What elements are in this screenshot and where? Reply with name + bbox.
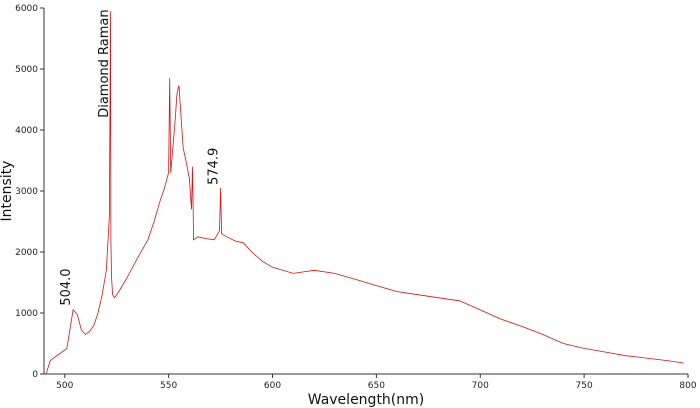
x-tick-label: 600 — [264, 381, 281, 391]
annotation-group: 504.0 Diamond Raman 574.9 — [59, 9, 221, 305]
x-tick-label: 800 — [679, 381, 696, 391]
y-tick-label: 0 — [32, 370, 38, 380]
spectrum-series-line — [45, 11, 684, 375]
x-tick-label: 550 — [160, 381, 177, 391]
y-tick-group: 0 1000 2000 3000 4000 5000 6000 — [15, 4, 44, 380]
y-tick-label: 2000 — [15, 248, 38, 258]
y-tick-label: 4000 — [15, 126, 38, 136]
series-group — [45, 11, 684, 375]
peak-annotation: Diamond Raman — [97, 9, 112, 117]
x-tick-label: 650 — [368, 381, 385, 391]
x-axis-title: Wavelength(nm) — [308, 392, 424, 408]
x-tick-label: 750 — [576, 381, 593, 391]
x-tick-group: 500 550 600 650 700 750 800 — [56, 374, 697, 391]
x-tick-label: 500 — [56, 381, 73, 391]
peak-annotation: 574.9 — [206, 148, 221, 185]
y-axis-title: Intensity — [0, 161, 15, 222]
y-tick-label: 3000 — [15, 187, 38, 197]
y-tick-label: 1000 — [15, 309, 38, 319]
peak-annotation: 504.0 — [59, 268, 74, 305]
y-tick-label: 6000 — [15, 4, 38, 14]
x-tick-label: 700 — [472, 381, 489, 391]
axes — [43, 8, 688, 375]
y-tick-label: 5000 — [15, 65, 38, 75]
